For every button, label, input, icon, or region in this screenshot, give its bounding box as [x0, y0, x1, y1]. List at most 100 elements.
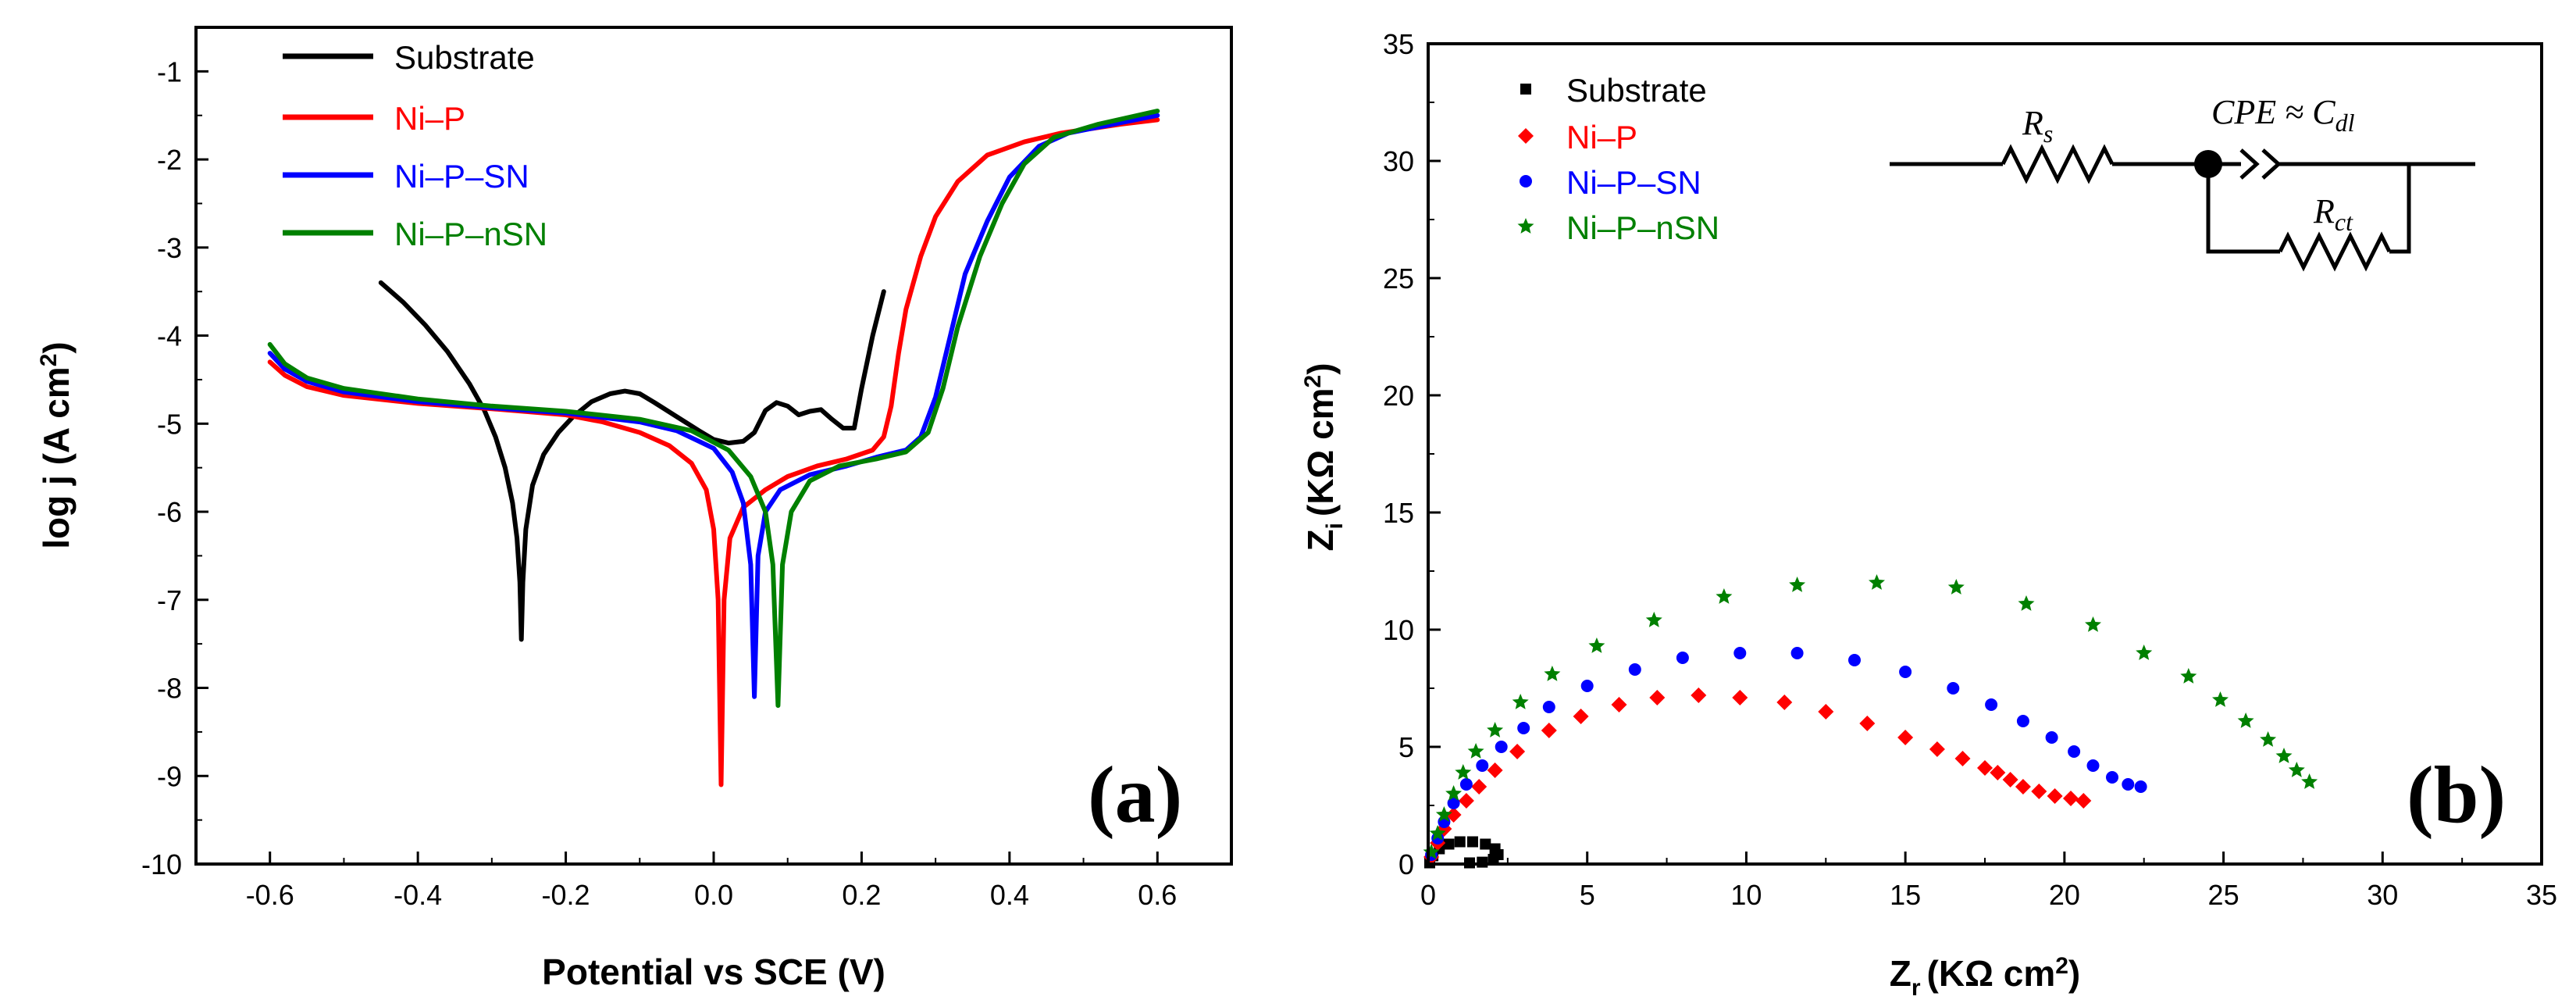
panel-b-x-tick-label: 35: [2526, 879, 2557, 911]
panel-b-legend-marker-ni-p-sn: [1520, 175, 1532, 187]
panel-b-point-ni-p-nsn: [2136, 645, 2153, 660]
circuit-label-rs-main: R: [2022, 104, 2043, 142]
panel-b-point-ni-p-sn: [2134, 780, 2147, 793]
panel-b-point-ni-p-nsn: [1947, 579, 1965, 595]
panel-b-legend-label-ni-p-sn: Ni–P–SN: [1566, 164, 1701, 201]
panel-b-point-ni-p: [1776, 695, 1793, 710]
panel-b-tick-labels: 0 5 10 15 20 25 30 35 0 5 10 15 20 25 30 35: [1383, 28, 2557, 911]
panel-b-point-ni-p-nsn: [2180, 668, 2197, 684]
panel-b-x-axis-title: Zr (KΩ cm2): [1890, 953, 2081, 1001]
panel-b-x-tick-label: 30: [2367, 879, 2398, 911]
panel-b-point-ni-p-nsn: [1716, 588, 1733, 604]
panel-b-point-ni-p-nsn: [1869, 574, 1885, 590]
circuit-resistor-rs: [2001, 144, 2115, 184]
panel-a-x-tick-label: -0.2: [542, 879, 590, 911]
panel-b-x-tick-label: 10: [1730, 879, 1762, 911]
panel-a-y-axis-title-end: ): [36, 341, 77, 353]
panel-b-y-tick-label: 0: [1398, 848, 1414, 880]
panel-b-point-ni-p-sn: [1899, 666, 1912, 678]
panel-b-series-substrate: [1424, 836, 1504, 869]
panel-b-y-axis-title-end: ): [1300, 362, 1341, 374]
circuit-label-cpe-main: CPE ≈ C: [2211, 93, 2336, 131]
panel-a-x-tick-label: 0.0: [694, 879, 733, 911]
panel-b-legend-glyph-ni-p: [1518, 128, 1534, 144]
panel-b-point-ni-p: [1471, 779, 1488, 795]
panel-b-point-ni-p-sn: [1676, 652, 1689, 664]
panel-a-y-tick-label: -8: [157, 673, 182, 705]
panel-a-x-tick-label: 0.4: [990, 879, 1029, 911]
panel-b-point-ni-p-sn: [1495, 741, 1508, 753]
panel-b-point-ni-p-nsn: [1544, 666, 1561, 681]
panel-a-x-tick-label: -0.6: [246, 879, 294, 911]
panel-a-series-line-substrate: [378, 280, 886, 642]
circuit-label-cpe-sub: dl: [2336, 109, 2355, 137]
panel-b-y-tick-label: 35: [1383, 28, 1414, 60]
panel-b-point-ni-p-sn: [2045, 731, 2058, 744]
panel-a-series-group: [267, 109, 1160, 787]
panel-b-x-tick-label: 20: [2049, 879, 2080, 911]
panel-b-y-axis-title: Zi (KΩ cm2): [1300, 362, 1348, 551]
panel-b-legend: Substrate Ni–P Ni–P–SN Ni–P–nSN: [1517, 72, 1719, 246]
panel-a-x-tick-label: 0.6: [1138, 879, 1177, 911]
panel-b-point-ni-p-nsn: [1789, 577, 1806, 592]
panel-a-y-tick-label: -6: [157, 496, 182, 528]
panel-a-y-axis-title: log j (A cm2): [36, 341, 77, 548]
panel-b-y-axis-title-sub: i: [1322, 523, 1348, 529]
panel-b-point-ni-p-sn: [2016, 715, 2029, 727]
panel-b-point-ni-p-sn: [2122, 778, 2135, 791]
panel-b-y-tick-label: 25: [1383, 262, 1414, 295]
panel-a-y-tick-label: -4: [157, 320, 182, 352]
circuit-parallel-branch-right: [2389, 164, 2411, 254]
panel-b-point-substrate: [1477, 856, 1488, 868]
panel-b-point-ni-p-nsn: [2085, 616, 2101, 632]
panel-b-point-ni-p-sn: [1848, 654, 1861, 666]
panel-a-y-tick-label: -1: [157, 55, 182, 87]
panel-b-point-ni-p-sn: [1517, 722, 1530, 734]
panel-b-point-ni-p-sn: [1790, 647, 1804, 659]
panel-b-point-ni-p: [1691, 687, 1707, 703]
circuit-parallel-branch-left: [2206, 164, 2280, 254]
panel-b-point-ni-p-sn: [1447, 797, 1460, 809]
panel-b-point-ni-p-sn: [2106, 771, 2118, 784]
panel-b-point-ni-p: [1977, 760, 1993, 776]
circuit-cpe-element-1: [2239, 148, 2260, 180]
panel-b-point-substrate: [1488, 854, 1499, 865]
panel-b-point-ni-p-sn: [1580, 680, 1594, 692]
panel-a-y-tick-label: -5: [157, 408, 182, 440]
panel-a-x-tick-label: 0.2: [842, 879, 881, 911]
panel-b-y-tick-label: 30: [1383, 145, 1414, 177]
panel-b-point-ni-p: [1573, 709, 1589, 724]
panel-a-legend-label-substrate: Substrate: [394, 39, 535, 76]
panel-a-label: (a): [1088, 750, 1182, 840]
panel-b-x-axis-title-end: ): [2068, 953, 2080, 994]
panel-b-y-axis-title-main: Z: [1300, 529, 1341, 551]
panel-a-legend: Substrate Ni–P Ni–P–SN Ni–P–nSN: [283, 39, 547, 252]
equivalent-circuit-diagram: Rs CPE ≈ Cdl Rct: [1890, 93, 2475, 272]
panel-b-point-ni-p: [1818, 704, 1834, 720]
panel-b-point-ni-p-nsn: [2212, 691, 2229, 707]
panel-a-y-tick-label: -7: [157, 584, 182, 616]
panel-b-point-substrate: [1454, 836, 1466, 848]
panel-b-y-tick-label: 10: [1383, 614, 1414, 646]
panel-b-x-tick-label: 25: [2208, 879, 2239, 911]
panel-b-legend-glyph-ni-p-nsn: [1517, 218, 1534, 234]
panel-a-y-tick-label: -3: [157, 232, 182, 264]
panel-b-point-ni-p: [1954, 751, 1971, 766]
circuit-label-rs: Rs: [2022, 104, 2053, 148]
panel-b-point-ni-p: [1541, 723, 1557, 738]
panel-b-point-substrate: [1480, 838, 1491, 850]
panel-a-y-axis-title-main: log j (A cm: [36, 366, 77, 548]
panel-a-legend-label-ni-p-nsn: Ni–P–nSN: [394, 216, 547, 252]
panel-b-plot-frame: [1427, 42, 2543, 866]
panel-b-point-substrate: [1443, 838, 1455, 850]
panel-b-point-ni-p-nsn: [2288, 762, 2305, 777]
panel-b-point-ni-p-nsn: [2237, 712, 2254, 728]
panel-a-legend-label-ni-p: Ni–P: [394, 100, 465, 137]
panel-b-point-ni-p-nsn: [2301, 773, 2318, 789]
circuit-label-rct-sub: ct: [2335, 208, 2353, 236]
panel-b-point-ni-p: [1445, 807, 1462, 823]
panel-b-point-ni-p-nsn: [1435, 806, 1452, 822]
panel-b-point-ni-p: [2015, 779, 2031, 795]
